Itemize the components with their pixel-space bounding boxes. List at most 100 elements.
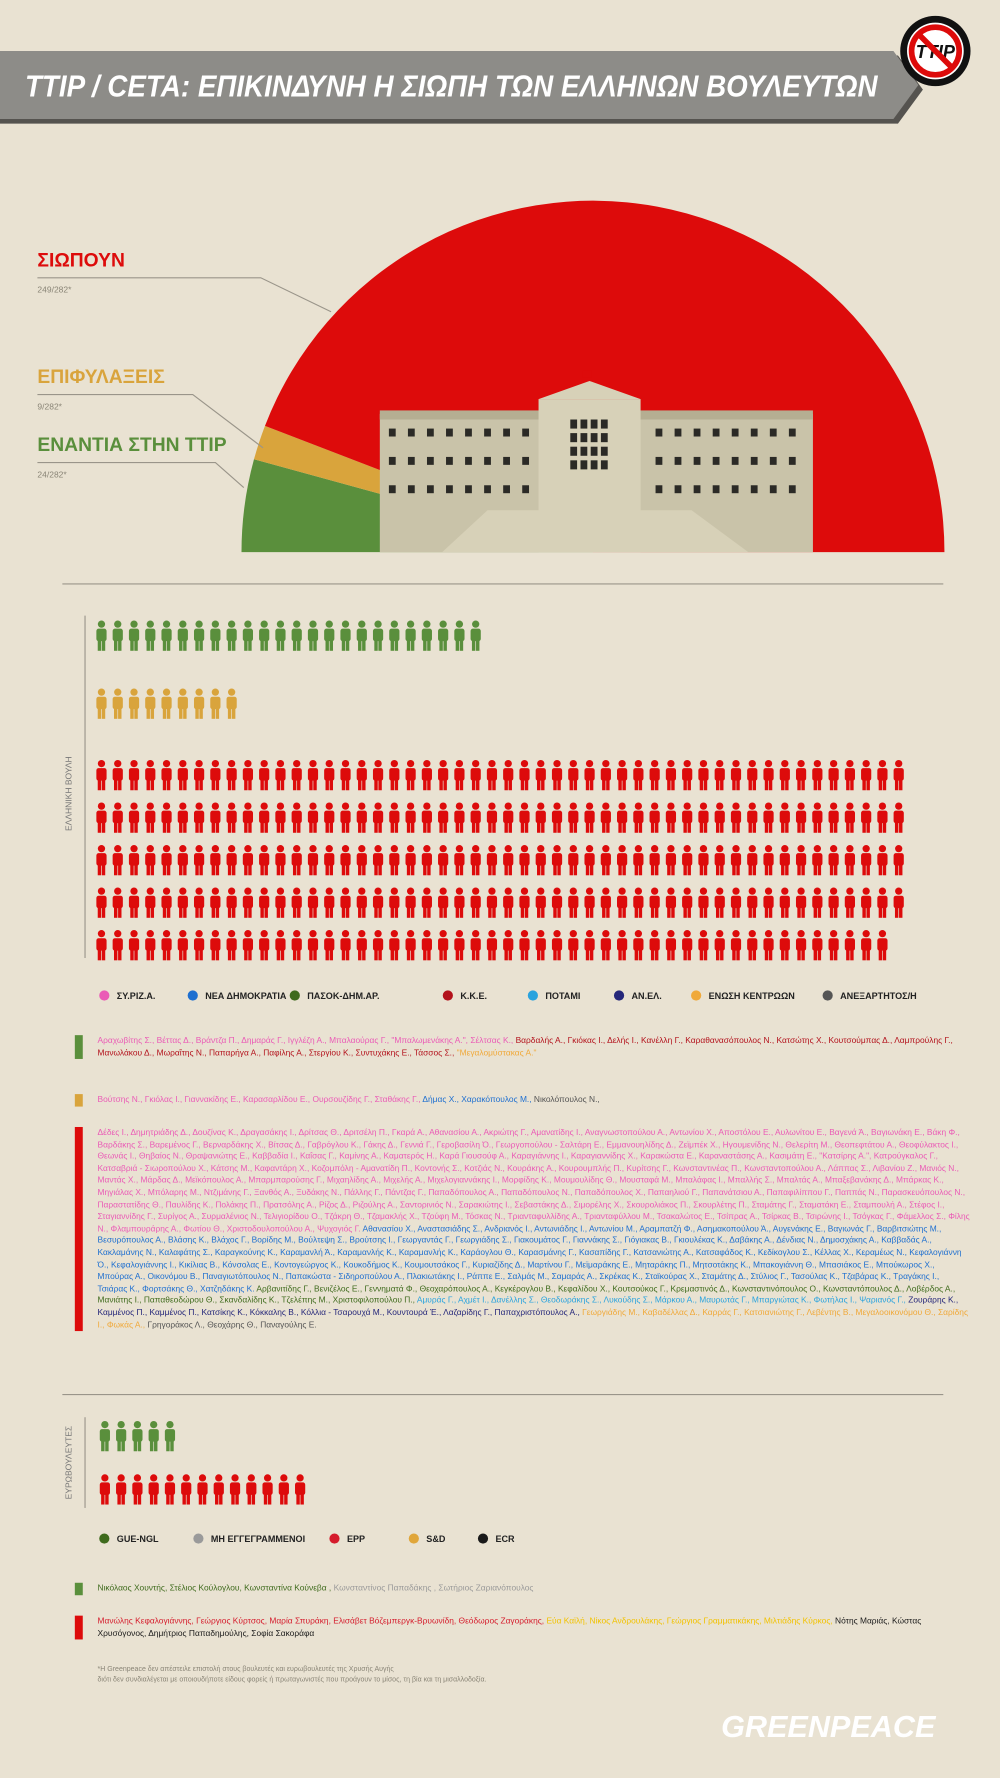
person-icon [112,620,123,651]
names: Γεωργιάδης Μ., Καβαδέλλας Δ., Καρράς Γ.,… [97,1307,969,1330]
person-head [423,802,431,810]
person-leg [699,906,704,918]
person-leg [297,906,301,918]
person-icon [649,845,660,876]
person-leg [394,821,399,833]
person-head [228,759,236,768]
person-body [96,768,107,781]
person-leg [524,863,529,876]
person-head [146,620,154,628]
person-body [812,938,823,951]
person-head [215,1474,223,1482]
person-body [535,768,546,781]
person-leg [297,639,301,651]
person-icon [714,930,725,961]
person-body [421,768,432,781]
person-icon [454,802,465,833]
stop-logo: TTIP [900,15,971,87]
legend-label: ΠΑΣΟΚ-ΔΗΜ.ΑΡ. [307,991,379,1001]
person-head [618,930,626,938]
person-body [438,768,449,781]
person-leg [341,863,346,876]
legend-dot [187,990,198,1001]
person-body [714,768,725,781]
person-head [553,930,561,938]
person-body [291,853,302,866]
person-body [177,938,188,951]
person-leg [341,639,346,651]
person-leg [264,948,268,961]
person-head [114,688,122,696]
window [693,428,701,437]
person-icon [291,887,302,918]
person-body [324,895,335,909]
person-leg [764,948,769,961]
person-leg [829,948,834,961]
person-icon [617,802,628,833]
person-leg [179,778,183,791]
window [484,485,491,494]
person-leg [309,906,313,918]
person-icon [145,887,156,918]
person-body [291,895,302,909]
person-head [781,845,789,853]
person-leg [667,948,671,961]
person-icon [584,930,595,961]
person-leg [211,863,216,876]
person-head [781,887,789,895]
person-body [405,628,416,642]
person-body [148,1429,159,1442]
person-head [423,887,431,895]
person-leg [492,863,496,876]
person-leg [488,906,492,918]
person-leg [455,778,460,791]
person-head [455,802,464,810]
person-icon [568,802,579,833]
names: Ζουράρης Κ., Καμμένος Π., Καμμένος Π., Κ… [97,1295,959,1318]
person-body [242,810,254,824]
person-body [177,853,188,866]
person-icon [698,759,709,791]
person-icon [714,845,725,876]
person-body [551,938,563,951]
person-body [730,938,742,951]
person-body [112,628,123,642]
person-icon [877,887,888,918]
person-leg [260,639,264,651]
person-leg [406,863,411,876]
person-icon [112,887,123,918]
person-body [828,810,839,824]
person-leg [276,778,281,791]
person-leg [553,906,557,918]
person-leg [114,778,118,791]
person-leg [134,778,138,791]
person-head [166,1474,174,1482]
person-icon [148,1474,159,1505]
person-leg [97,778,102,791]
person-icon [861,759,872,791]
person-head [618,759,626,768]
legend-dot [193,1533,204,1544]
person-body [698,853,709,866]
person-icon [242,802,254,833]
person-body [116,1482,127,1495]
person-icon [99,1420,110,1452]
person-leg [248,863,252,876]
person-leg [199,948,203,961]
person-body [861,938,872,951]
person-leg [654,821,659,833]
person-icon [503,887,514,918]
person-leg [134,948,138,961]
person-body [421,628,432,642]
person-leg [231,707,236,719]
person-leg [313,639,317,651]
person-leg [866,906,870,918]
person-leg [329,863,333,876]
person-head [797,759,805,768]
person-head [97,688,106,696]
person-leg [768,778,773,791]
person-icon [747,845,758,876]
person-leg [736,906,740,918]
person-head [228,887,236,895]
person-leg [133,1493,138,1505]
